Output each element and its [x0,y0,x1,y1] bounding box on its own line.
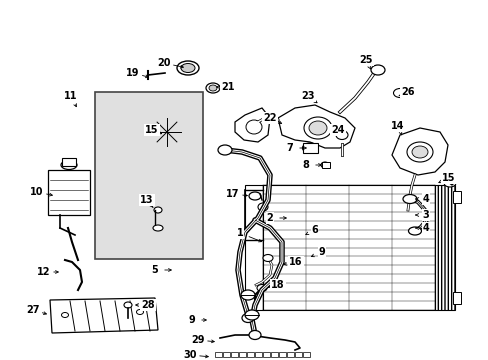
Bar [452,292,460,304]
Ellipse shape [124,302,132,308]
Text: 29: 29 [191,335,204,345]
Text: 4: 4 [422,194,428,204]
Ellipse shape [248,192,261,200]
Ellipse shape [407,227,421,235]
Ellipse shape [177,61,199,75]
Bar [286,352,293,357]
Ellipse shape [61,312,68,318]
Ellipse shape [242,314,253,323]
Text: 2: 2 [266,213,273,223]
Polygon shape [278,105,354,148]
Polygon shape [391,128,447,175]
Ellipse shape [335,130,347,139]
Bar [62,158,76,166]
Bar [434,185,454,310]
Ellipse shape [218,145,231,155]
Ellipse shape [302,143,317,153]
Text: 5: 5 [151,265,158,275]
Text: 20: 20 [157,58,170,68]
Ellipse shape [205,83,220,93]
Bar [303,143,317,153]
Ellipse shape [257,284,266,292]
Bar [270,352,278,357]
Bar [321,162,329,168]
Ellipse shape [248,330,261,339]
Ellipse shape [320,162,328,168]
Ellipse shape [393,89,406,98]
Ellipse shape [411,146,427,158]
Text: 15: 15 [441,173,455,183]
Ellipse shape [258,203,267,211]
Text: 7: 7 [286,143,293,153]
Bar [239,352,245,357]
Text: 15: 15 [145,125,159,135]
Text: 11: 11 [64,91,78,101]
Bar [294,352,302,357]
Ellipse shape [443,179,455,187]
Ellipse shape [153,225,163,231]
Ellipse shape [245,120,262,134]
Polygon shape [235,108,269,142]
Text: 6: 6 [311,225,318,235]
Bar [254,352,262,357]
Polygon shape [50,298,158,333]
Ellipse shape [370,65,384,75]
Text: 27: 27 [26,305,40,315]
Text: 10: 10 [30,187,43,197]
Bar [263,352,269,357]
Text: 25: 25 [359,55,372,65]
Ellipse shape [208,85,217,91]
Text: 8: 8 [302,160,309,170]
Text: 9: 9 [318,247,325,257]
Text: 3: 3 [422,210,428,220]
Text: 13: 13 [140,195,153,205]
Text: 16: 16 [289,257,302,267]
Text: 21: 21 [221,82,234,92]
Bar [244,185,263,310]
Bar [215,352,222,357]
Ellipse shape [304,117,331,139]
Bar [246,352,253,357]
Text: 26: 26 [401,87,414,97]
Text: 14: 14 [390,121,404,131]
Bar [452,191,460,203]
Bar [303,352,309,357]
Ellipse shape [402,194,416,203]
Bar [263,185,434,310]
Ellipse shape [61,161,77,170]
Bar [95,92,203,259]
Text: 17: 17 [226,189,239,199]
Bar [230,352,238,357]
Ellipse shape [136,310,143,315]
Bar [279,352,285,357]
Text: 22: 22 [263,113,276,123]
Text: 18: 18 [271,280,284,290]
Text: 28: 28 [141,300,155,310]
Ellipse shape [181,63,195,72]
Polygon shape [48,170,90,215]
Text: 1: 1 [236,228,243,238]
Ellipse shape [154,207,162,213]
Ellipse shape [263,255,272,261]
Text: 9: 9 [188,315,195,325]
Ellipse shape [241,290,254,300]
Text: 4: 4 [422,223,428,233]
Text: 19: 19 [126,68,140,78]
Ellipse shape [406,142,432,162]
Ellipse shape [308,121,326,135]
Bar [223,352,229,357]
Ellipse shape [244,310,259,320]
Text: 12: 12 [37,267,51,277]
Text: 30: 30 [183,350,196,360]
Text: 24: 24 [330,125,344,135]
Text: 23: 23 [301,91,314,101]
